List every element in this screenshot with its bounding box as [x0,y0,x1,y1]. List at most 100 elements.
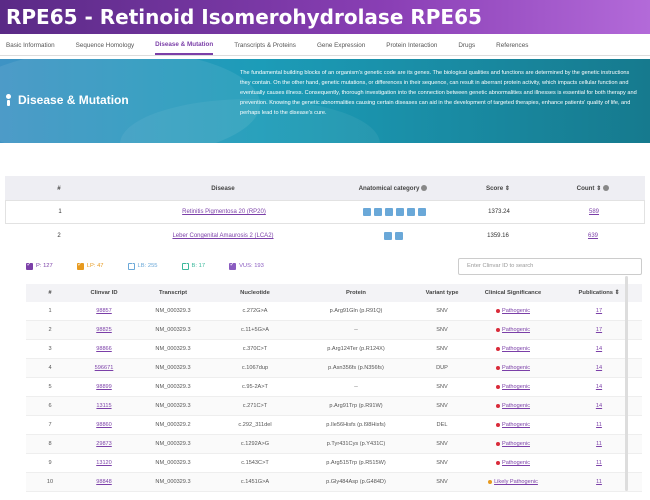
disease-table: # Disease Anatomical category Score ⇕ Co… [5,176,645,248]
significance: Likely Pathogenic [470,479,556,485]
significance-dot-icon [488,479,493,484]
publications-link[interactable]: 14 [595,365,603,371]
table-row: 7 98860 NM_000329.2 c.292_311del p.Ile56Hisf… [26,416,642,435]
filter-likely-pathogenic[interactable]: LP: 47 [76,261,104,270]
significance: Pathogenic [470,346,556,352]
publications-link[interactable]: 11 [596,460,602,466]
eye-icon[interactable] [362,208,371,216]
clinvar-link[interactable]: 29873 [96,441,112,447]
variant-type: SNV [436,460,448,466]
variant-type: SNV [436,479,448,485]
variant-type: SNV [436,384,448,390]
transcript: NM_000329.3 [155,384,191,390]
variant-type: DUP [436,365,448,371]
body-icon[interactable] [395,208,404,216]
score-value: 1373.24 [488,209,510,215]
tab-drugs[interactable]: Drugs [458,42,476,49]
filter-likely-benign[interactable]: LB: 255 [127,262,158,270]
variant-type: SNV [436,327,448,333]
protein: p.Arg124Ter (p.R124X) [327,346,385,352]
disease-link[interactable]: Leber Congenital Amaurosis 2 (LCA2) [172,233,274,239]
section-banner: Disease & Mutation The fundamental build… [0,59,650,143]
row-num: 4 [48,365,52,371]
header-count[interactable]: Count ⇕ [543,185,643,192]
count-link[interactable]: 589 [588,209,599,215]
nucleotide: c.1543C>T [241,460,269,466]
tab-basic-information[interactable]: Basic Information [6,42,55,49]
filter-vus[interactable]: VUS: 193 [229,261,264,270]
brain-icon[interactable] [373,208,382,216]
help-icon[interactable] [603,184,610,191]
variant-type: SNV [436,346,448,352]
clinvar-link[interactable]: 13120 [96,460,112,466]
tab-sequence-homology[interactable]: Sequence Homology [75,42,135,49]
brain-icon[interactable] [394,232,403,240]
significance-dot-icon [496,422,500,427]
clinvar-link[interactable]: 98857 [96,308,112,314]
protein: p.Arg91Trp (p.R91W) [329,403,383,409]
row-num: 3 [48,346,52,352]
filter-benign[interactable]: B: 17 [181,262,205,270]
clinvar-link[interactable]: 98860 [96,422,112,428]
checkbox-icon[interactable] [229,261,237,270]
clinvar-link[interactable]: 98848 [96,479,112,485]
header-publications[interactable]: Publications ⇕ [578,290,620,296]
significance-dot-icon [496,441,500,446]
publications-link[interactable]: 11 [596,479,602,485]
publications-link[interactable]: 11 [596,441,602,447]
publications-link[interactable]: 17 [595,308,603,314]
nerve-icon[interactable] [384,208,393,216]
checkbox-icon[interactable] [127,262,135,270]
checkbox-icon[interactable] [26,261,33,270]
significance-dot-icon [496,327,500,332]
significance-dot-icon [496,308,500,313]
score-value: 1359.16 [487,233,509,239]
count-link[interactable]: 639 [587,233,598,239]
significance: Pathogenic [470,422,556,428]
help-icon[interactable] [421,184,428,191]
header-variant-type: Variant type [425,290,459,296]
clinvar-link[interactable]: 98825 [96,327,112,333]
clinvar-link[interactable]: 98866 [96,346,112,352]
transcript: NM_000329.3 [155,308,191,314]
publications-link[interactable]: 14 [595,403,603,409]
disease-link[interactable]: Retinitis Pigmentosa 20 (RP20) [182,209,266,215]
clinvar-link[interactable]: 596671 [94,365,114,371]
filter-pathogenic[interactable]: P: 127 [26,261,53,270]
scrollbar[interactable] [625,276,628,491]
nucleotide: c.11+5G>A [241,327,269,333]
tab-protein-interaction[interactable]: Protein Interaction [386,42,438,49]
tab-transcripts-proteins[interactable]: Transcripts & Proteins [234,42,296,49]
significance: Pathogenic [470,441,556,447]
header-disease: Disease [211,184,235,192]
clinvar-search-input[interactable]: Enter Clinvar ID to search [458,257,642,275]
publications-link[interactable]: 14 [595,384,603,390]
checkbox-icon[interactable] [181,262,189,270]
eye-icon[interactable] [383,232,392,240]
nucleotide: c.95-2A>T [242,384,268,390]
tab-references[interactable]: References [496,42,529,49]
limb-icon[interactable] [406,208,415,216]
anatomical-icons [333,232,453,240]
row-num: 1 [48,308,52,314]
tab-disease-mutation[interactable]: Disease & Mutation [155,41,214,55]
anatomical-icons [334,208,454,216]
publications-link[interactable]: 17 [595,327,603,333]
publications-link[interactable]: 11 [596,422,602,428]
row-num: 10 [46,479,54,485]
table-row: 5 98899 NM_000329.3 c.95-2A>T -- SNV Pathogeni… [26,378,642,397]
transcript: NM_000329.3 [155,365,191,371]
checkbox-icon[interactable] [76,261,84,270]
syringe-icon[interactable] [417,208,426,216]
protein: -- [354,384,358,390]
clinvar-link[interactable]: 13115 [96,403,112,409]
header-significance: Clinical Significance [484,290,542,296]
header-protein: Protein [346,290,366,296]
transcript: NM_000329.3 [155,479,191,485]
significance-filters: P: 127 LP: 47 LB: 255 B: 17 VUS: 193 Ent… [26,252,642,280]
tab-gene-expression[interactable]: Gene Expression [316,42,366,49]
header-score[interactable]: Score ⇕ [485,184,511,192]
variant-panel: P: 127 LP: 47 LB: 255 B: 17 VUS: 193 Ent… [26,252,642,492]
clinvar-link[interactable]: 98899 [96,384,112,390]
publications-link[interactable]: 14 [595,346,603,352]
